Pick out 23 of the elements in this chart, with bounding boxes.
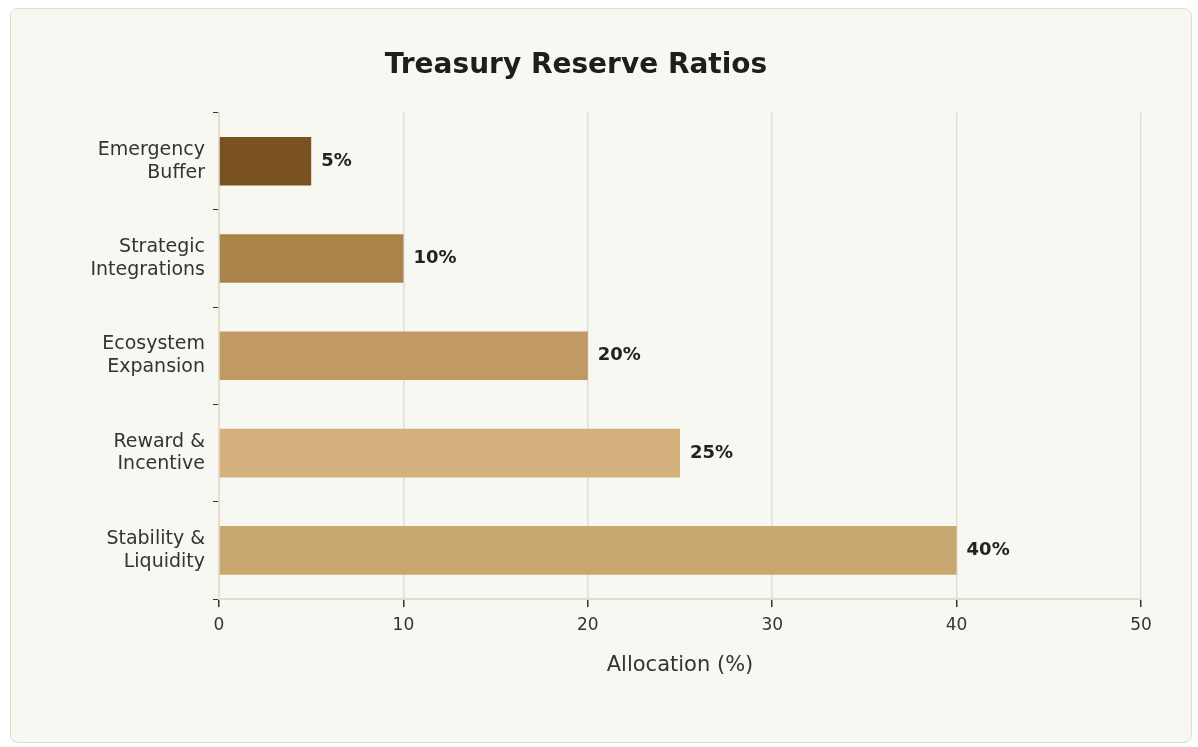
x-tick-label: 0: [213, 613, 225, 634]
y-tick-label: Ecosystem Expansion: [102, 331, 205, 377]
y-tick-label: Reward & Incentive: [113, 428, 206, 474]
bar: [219, 136, 312, 186]
x-tick-label: 10: [392, 613, 415, 634]
data-label: 20%: [597, 343, 641, 365]
bar: [219, 234, 404, 283]
bar: [219, 428, 680, 478]
bar: [219, 331, 588, 381]
x-tick-label: 20: [576, 613, 599, 634]
data-label: 5%: [321, 148, 352, 170]
bar: [219, 526, 957, 575]
y-tick-label: Emergency Buffer: [97, 136, 206, 182]
data-label: 40%: [966, 538, 1010, 560]
data-label: 10%: [413, 246, 457, 268]
y-tick-label: Stability & Liquidity: [106, 525, 206, 571]
y-tick-label: Strategic Integrations: [90, 234, 205, 279]
data-label: 25%: [690, 440, 734, 462]
x-axis-title: Allocation (%): [606, 651, 754, 676]
x-tick-label: 50: [1130, 613, 1152, 634]
x-tick-label: 30: [761, 613, 784, 634]
x-tick-label: 40: [945, 613, 968, 634]
chart-title: Treasury Reserve Ratios: [384, 47, 768, 81]
